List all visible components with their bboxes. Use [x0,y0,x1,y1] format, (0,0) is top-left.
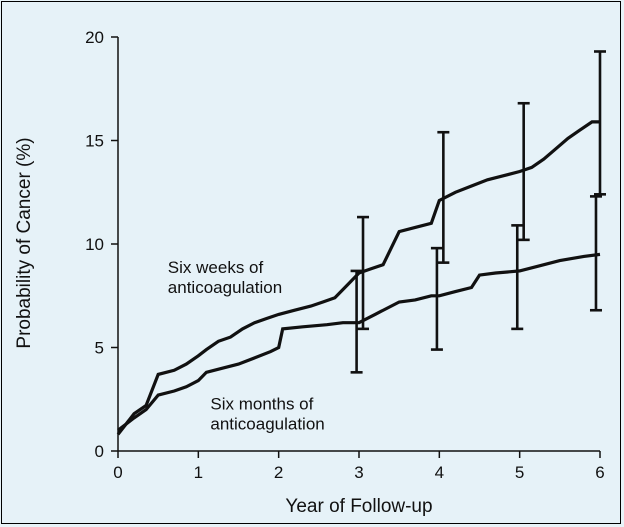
error-bar-s1-1 [430,246,443,351]
error-bar-s0-1 [437,130,450,264]
annotation-1: Six months of anticoagulation [210,395,324,434]
x-tick-label-0: 0 [113,463,122,482]
annotation-0-line-1: anticoagulation [168,278,282,297]
y-tick-label-3: 15 [85,132,104,151]
annotation-0-line-0: Six weeks of [168,258,264,277]
series-layer [116,50,606,436]
error-bar-s1-0 [350,269,363,374]
x-tick-label-2: 2 [274,463,283,482]
annotation-0: Six weeks of anticoagulation [168,258,282,297]
series-line-1 [117,252,601,432]
axes: 0 1 2 3 4 5 6 0 5 10 15 20 [85,28,605,482]
y-tick-label-4: 20 [85,28,104,47]
x-tick-label-1: 1 [194,463,203,482]
error-bar-s0-0 [357,215,370,331]
y-axis-title: Probability of Cancer (%) [14,137,35,348]
y-tick-label-0: 0 [95,442,104,461]
error-bar-s0-2 [517,101,530,242]
error-bar-s1-3 [589,195,602,312]
x-tick-label-4: 4 [435,463,444,482]
x-axis-title: Year of Follow-up [285,496,432,517]
x-tick-label-3: 3 [354,463,363,482]
error-bar-s0-3 [594,50,606,196]
x-tick-label-6: 6 [595,463,604,482]
annotation-1-line-0: Six months of [210,395,313,414]
series-line-0 [116,120,600,436]
error-bar-s1-2 [511,224,524,331]
y-tick-label-2: 10 [85,235,104,254]
y-tick-label-1: 5 [95,339,104,358]
annotation-1-line-1: anticoagulation [210,415,324,434]
x-tick-label-5: 5 [515,463,524,482]
